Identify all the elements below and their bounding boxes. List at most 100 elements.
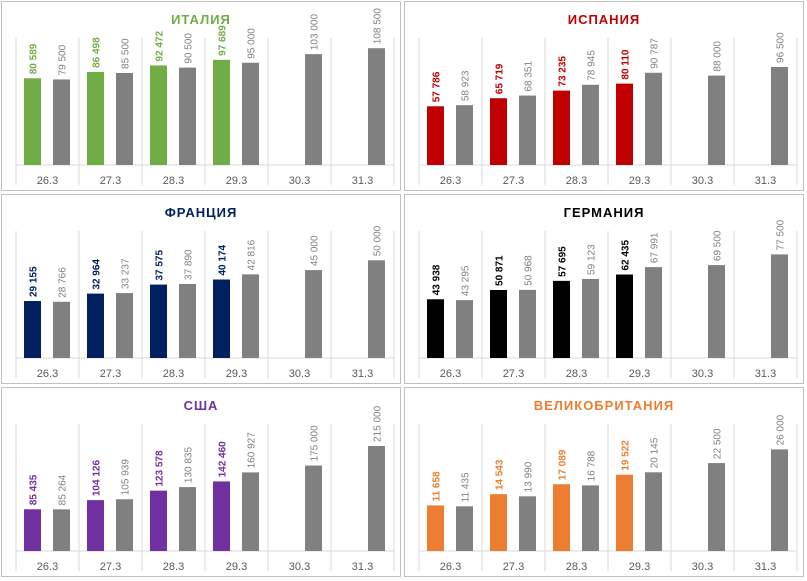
data-label-forecast: 69 500 xyxy=(713,230,724,261)
bar-actual xyxy=(616,83,633,165)
bar-actual xyxy=(427,106,444,165)
data-label-actual: 50 871 xyxy=(495,255,506,286)
data-label-actual: 73 235 xyxy=(558,56,569,87)
x-tick-label: 26.3 xyxy=(37,561,58,573)
x-tick-label: 28.3 xyxy=(566,175,587,187)
data-label-forecast: 160 927 xyxy=(247,432,258,469)
data-label-forecast: 108 500 xyxy=(373,8,384,45)
x-tick-label: 31.3 xyxy=(352,368,373,380)
data-label-actual: 43 938 xyxy=(432,264,443,295)
data-label-actual: 123 578 xyxy=(155,450,166,487)
bar-forecast xyxy=(456,105,473,165)
bar-forecast xyxy=(179,67,196,165)
bar-forecast xyxy=(582,485,599,551)
bar-actual xyxy=(213,59,230,165)
chart-title: ФРАНЦИЯ xyxy=(165,205,238,220)
chart-svg: ИСПАНИЯ 26.3 57 786 58 923 27.3 65 719 68 351 2… xyxy=(418,12,798,187)
x-tick-label: 29.3 xyxy=(629,175,650,187)
chart-title: ГЕРМАНИЯ xyxy=(564,205,645,220)
data-label-forecast: 16 788 xyxy=(587,450,598,481)
chart-panel: ГЕРМАНИЯ 26.3 43 938 43 295 27.3 50 871 50 968… xyxy=(404,194,804,384)
chart-title: США xyxy=(184,398,219,413)
data-label-forecast: 13 990 xyxy=(524,461,535,492)
data-label-actual: 57 695 xyxy=(558,246,569,277)
bar-forecast xyxy=(708,265,725,358)
bar-forecast xyxy=(368,48,385,165)
bar-forecast xyxy=(242,62,259,165)
data-label-forecast: 11 435 xyxy=(461,472,472,502)
data-label-forecast: 103 000 xyxy=(310,14,321,51)
x-tick-label: 27.3 xyxy=(503,561,524,573)
bar-actual xyxy=(87,293,104,358)
bar-forecast xyxy=(242,472,259,551)
x-tick-label: 27.3 xyxy=(503,368,524,380)
bar-forecast xyxy=(708,463,725,551)
data-label-forecast: 85 500 xyxy=(121,38,132,69)
data-label-forecast: 105 939 xyxy=(121,459,132,496)
data-label-actual: 11 658 xyxy=(432,471,443,501)
data-label-actual: 97 689 xyxy=(218,25,229,56)
data-label-actual: 65 719 xyxy=(495,63,506,94)
bar-forecast xyxy=(179,283,196,358)
bar-forecast xyxy=(645,472,662,551)
data-label-forecast: 42 816 xyxy=(247,239,258,270)
x-tick-label: 26.3 xyxy=(440,175,461,187)
data-label-forecast: 43 295 xyxy=(461,265,472,296)
bar-forecast xyxy=(519,95,536,165)
bar-actual xyxy=(490,98,507,165)
data-label-forecast: 215 000 xyxy=(373,405,384,442)
x-tick-label: 26.3 xyxy=(440,561,461,573)
data-label-forecast: 175 000 xyxy=(310,425,321,462)
bar-actual xyxy=(616,274,633,358)
x-tick-label: 27.3 xyxy=(100,561,121,573)
bar-actual xyxy=(150,490,167,551)
data-label-forecast: 58 923 xyxy=(461,70,472,101)
data-label-actual: 86 498 xyxy=(92,37,103,68)
data-label-forecast: 26 000 xyxy=(776,414,787,445)
data-label-forecast: 95 000 xyxy=(247,28,258,59)
bar-actual xyxy=(24,78,41,165)
x-tick-label: 31.3 xyxy=(352,175,373,187)
chart-svg: США 26.3 85 435 85 264 27.3 104 126 105 939 28.… xyxy=(15,398,395,573)
bar-actual xyxy=(150,65,167,165)
chart-svg: ГЕРМАНИЯ 26.3 43 938 43 295 27.3 50 871 50 968… xyxy=(418,205,798,380)
bar-forecast xyxy=(582,278,599,358)
x-tick-label: 26.3 xyxy=(440,368,461,380)
data-label-forecast: 22 500 xyxy=(713,428,724,459)
bar-actual xyxy=(553,90,570,165)
x-tick-label: 28.3 xyxy=(163,561,184,573)
bar-forecast xyxy=(179,487,196,551)
bar-actual xyxy=(490,494,507,551)
bar-forecast xyxy=(116,293,133,358)
bar-actual xyxy=(427,505,444,551)
chart-svg: ИТАЛИЯ 26.3 80 589 79 500 27.3 86 498 85 500 28… xyxy=(15,8,395,187)
chart-title: ИСПАНИЯ xyxy=(568,12,641,27)
data-label-forecast: 20 145 xyxy=(650,437,661,468)
bar-actual xyxy=(150,284,167,358)
data-label-forecast: 77 500 xyxy=(776,219,787,250)
x-tick-label: 29.3 xyxy=(226,561,247,573)
data-label-actual: 17 089 xyxy=(558,449,569,480)
x-tick-label: 30.3 xyxy=(289,368,310,380)
data-label-forecast: 45 000 xyxy=(310,235,321,266)
chart-svg: ФРАНЦИЯ 26.3 29 155 28 766 27.3 32 964 33 237 2… xyxy=(15,205,395,380)
data-label-actual: 104 126 xyxy=(92,460,103,497)
data-label-forecast: 67 991 xyxy=(650,232,661,263)
bar-forecast xyxy=(771,449,788,551)
data-label-forecast: 50 000 xyxy=(373,225,384,256)
x-tick-label: 28.3 xyxy=(566,368,587,380)
chart-panel: ФРАНЦИЯ 26.3 29 155 28 766 27.3 32 964 33 237 2… xyxy=(1,194,401,384)
data-label-forecast: 90 787 xyxy=(650,38,661,69)
x-tick-label: 28.3 xyxy=(163,368,184,380)
bar-forecast xyxy=(368,260,385,358)
x-tick-label: 28.3 xyxy=(163,175,184,187)
bar-forecast xyxy=(771,66,788,165)
chart-title: ИТАЛИЯ xyxy=(171,12,231,27)
bar-forecast xyxy=(645,72,662,165)
bar-forecast xyxy=(116,72,133,165)
bar-forecast xyxy=(456,506,473,551)
bar-actual xyxy=(616,474,633,551)
chart-panel: США 26.3 85 435 85 264 27.3 104 126 105 939 28.… xyxy=(1,387,401,577)
data-label-forecast: 59 123 xyxy=(587,244,598,275)
bar-forecast xyxy=(519,289,536,358)
